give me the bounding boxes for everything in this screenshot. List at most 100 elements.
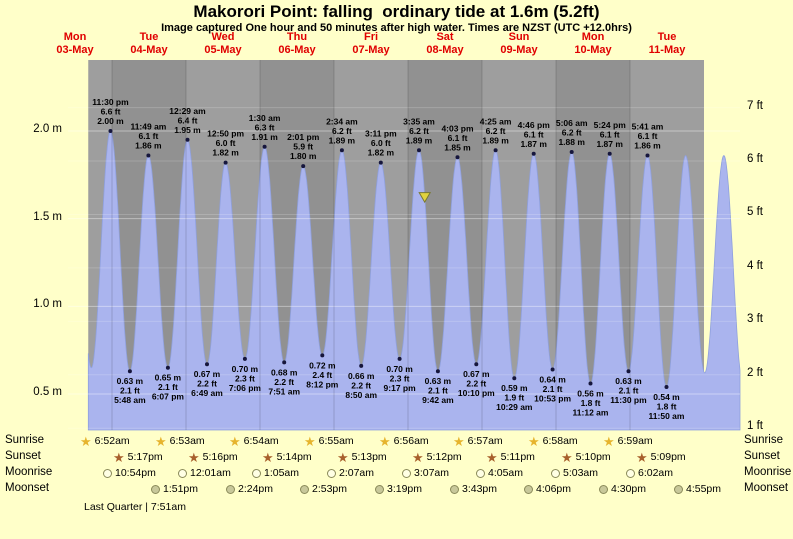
tide-high-annotation: 6.2 ft [332,126,352,136]
sunset-time: 5:16pm [202,451,238,463]
tide-low-annotation: 0.67 m [194,369,221,379]
tide-low-annotation: 11:50 am [649,411,685,421]
day-name-10-May: Mon [581,31,605,43]
tide-high-annotation: 1.85 m [444,142,471,152]
tide-low-annotation: 0.66 m [348,371,375,381]
tide-high-annotation: 4:46 pm [518,120,551,130]
day-name-11-May: Tue [657,31,677,43]
tide-high-annotation: 2:01 pm [287,132,320,142]
tide-low-annotation: 1.8 ft [657,402,677,412]
tide-low-annotation: 10:10 pm [458,388,495,398]
tide-high-annotation: 1.89 m [406,135,433,145]
sunrise-entry: ★ 6:55am [304,434,354,448]
tide-high-annotation: 11:49 am [130,122,166,132]
tide-high-annotation: 6.3 ft [255,122,275,132]
tide-high-annotation: 1.87 m [596,139,623,149]
sunrise-star-icon: ★ [229,433,241,449]
tide-low-dot [205,362,209,367]
moonrise-time: 10:54pm [115,467,156,479]
day-name-08-May: Sat [436,31,454,43]
sunrise-entry: ★ 6:53am [155,434,205,448]
tide-high-annotation: 6.6 ft [101,107,121,117]
plot-background [88,60,705,430]
tide-high-annotation: 1.89 m [482,135,509,145]
day-band [408,60,482,430]
day-band [112,60,186,430]
sunrise-entry: ★ 6:57am [453,434,503,448]
sunset-star-icon: ★ [337,449,349,465]
tide-low-annotation: 8:50 am [345,390,377,400]
sunrise-star-icon: ★ [603,433,615,449]
tide-high-annotation: 6.1 ft [638,131,658,141]
tide-low-dot [550,367,555,372]
day-name-03-May: Mon [63,31,87,43]
sunrise-time: 6:59am [617,435,653,447]
sunset-time: 5:12pm [426,451,462,463]
moonrise-entry: 6:02am [626,466,673,480]
tide-high-annotation: 6.2 ft [486,126,506,136]
tide-high-annotation: 6.1 ft [600,129,620,139]
sunset-time: 5:10pm [575,451,611,463]
tide-low-dot [435,369,440,374]
sunset-time: 5:13pm [351,451,387,463]
day-date-08-May: 08-May [426,44,464,56]
tide-high-annotation: 6.2 ft [562,128,582,138]
sunset-time: 5:17pm [127,451,163,463]
moonrise-circle-icon [252,468,261,478]
moonset-label-right: Moonset [744,482,789,494]
sunset-star-icon: ★ [561,449,573,465]
tide-low-annotation: 0.63 m [425,376,452,386]
sunset-star-icon: ★ [262,449,274,465]
moonset-entry: 3:43pm [450,482,497,496]
tide-high-dot [339,148,344,153]
tide-high-annotation: 6.1 ft [524,129,544,139]
moonrise-time: 1:05am [264,467,300,479]
tide-low-dot [626,369,631,374]
tide-low-annotation: 5:48 am [114,395,146,405]
tide-high-annotation: 5:24 pm [594,120,627,130]
tide-low-annotation: 2.1 ft [619,386,639,396]
moonset-circle-icon [674,484,683,494]
tide-low-annotation: 0.70 m [232,364,259,374]
tide-high-dot [223,160,228,165]
tide-high-annotation: 5:06 am [556,118,588,128]
moonset-time: 2:53pm [312,483,348,495]
sunrise-star-icon: ★ [379,433,391,449]
moonrise-time: 3:07am [414,467,450,479]
tide-high-annotation: 1.86 m [135,141,162,151]
tide-low-annotation: 0.67 m [463,369,490,379]
sunrise-entry: ★ 6:58am [528,434,578,448]
day-date-09-May: 09-May [500,44,538,56]
moonset-entry: 3:19pm [375,482,422,496]
tide-low-annotation: 6:49 am [191,388,223,398]
sunrise-time: 6:58am [542,435,578,447]
moonset-circle-icon [524,484,533,494]
tide-low-annotation: 1.9 ft [504,393,524,403]
tide-high-annotation: 2.00 m [97,116,124,126]
tide-low-dot [127,369,132,374]
tide-low-dot [282,360,287,365]
tide-low-dot [242,356,247,361]
sunset-time: 5:11pm [500,451,535,463]
tide-high-dot [146,153,151,158]
sunrise-entry: ★ 6:59am [603,434,653,448]
tide-low-annotation: 0.54 m [653,392,680,402]
tide-high-annotation: 1.88 m [558,137,585,147]
y-tick-m-1: 1.0 m [33,298,62,311]
tide-low-annotation: 2.2 ft [466,379,486,389]
sunrise-entry: ★ 6:54am [229,434,279,448]
sunset-star-icon: ★ [412,449,424,465]
day-band [88,60,112,430]
day-name-04-May: Tue [139,31,159,43]
tide-high-annotation: 6.1 ft [138,131,158,141]
moonrise-entry: 4:05am [476,466,523,480]
moonset-label-left: Moonset [5,482,50,494]
tide-low-annotation: 11:30 pm [610,395,647,405]
moonrise-time: 4:05am [488,467,524,479]
tide-low-annotation: 2.1 ft [158,382,178,392]
tide-high-annotation: 6.1 ft [448,133,468,143]
y-tick-ft-3: 3 ft [747,313,763,326]
tide-low-annotation: 10:53 pm [534,394,571,404]
tide-low-annotation: 2.1 ft [543,384,563,394]
moonrise-circle-icon [327,468,336,478]
